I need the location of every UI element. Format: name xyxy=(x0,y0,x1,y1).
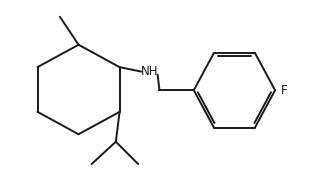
Text: F: F xyxy=(281,84,287,97)
Text: NH: NH xyxy=(141,65,158,78)
